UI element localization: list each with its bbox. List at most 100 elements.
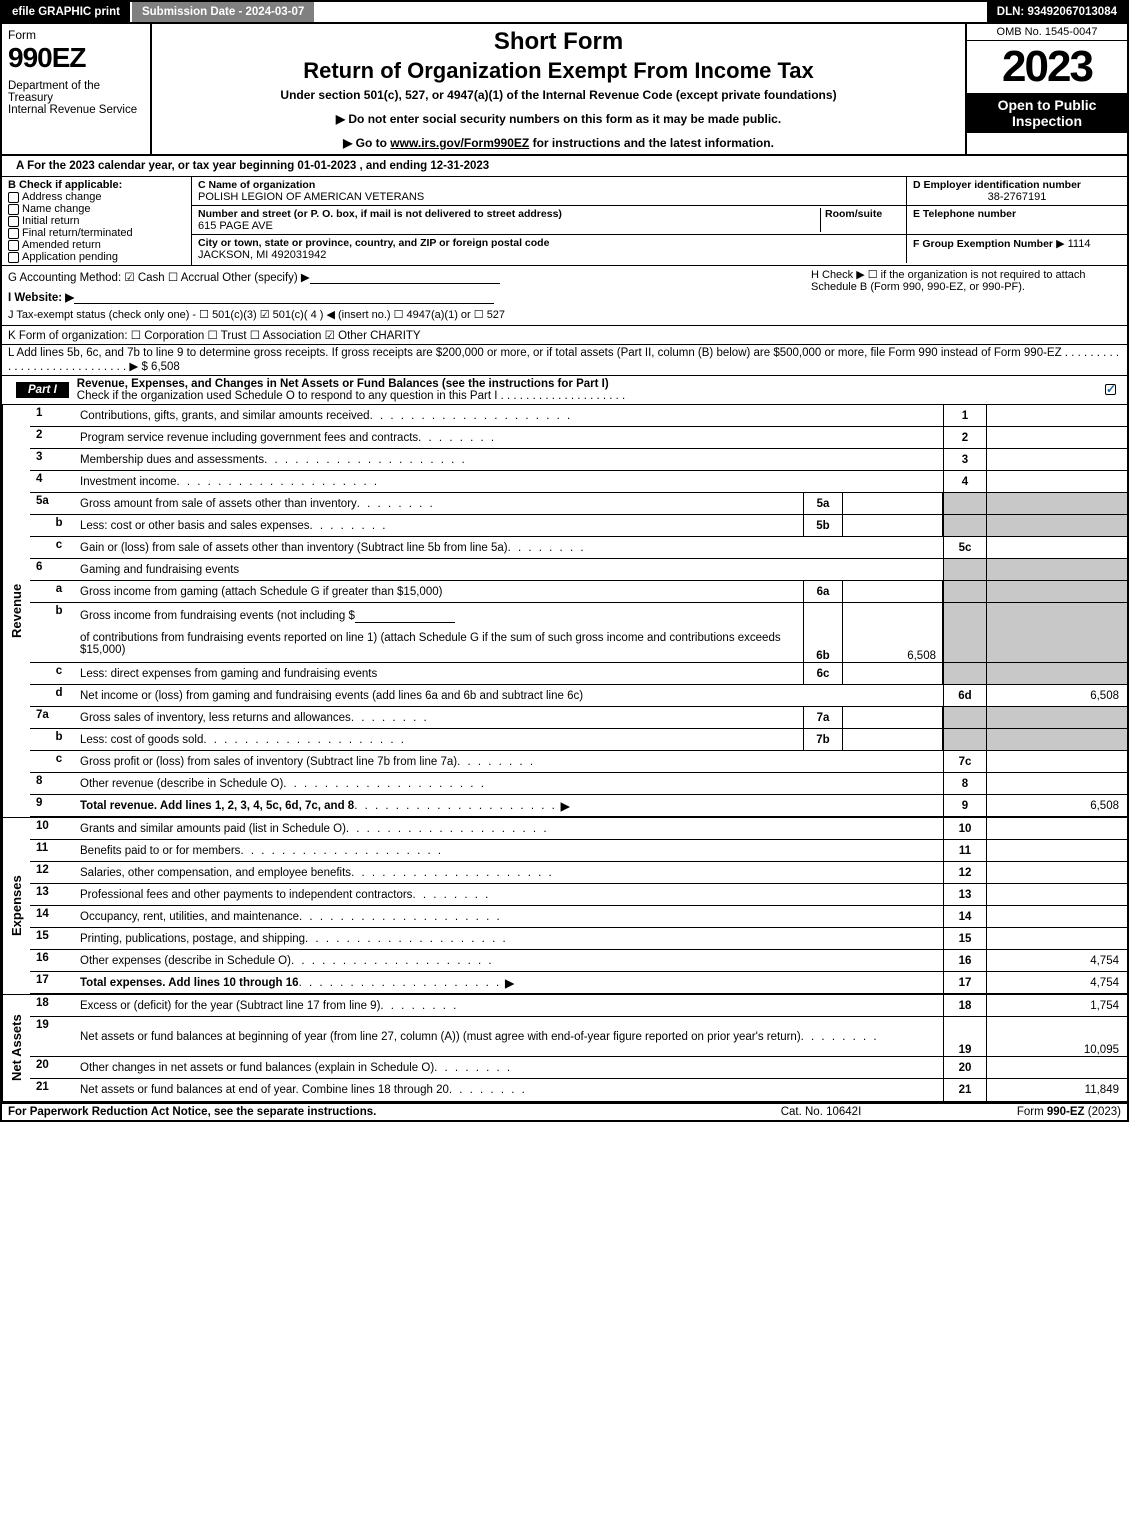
l-row: L Add lines 5b, 6c, and 7b to line 9 to … bbox=[0, 345, 1129, 376]
checkbox-final-return[interactable] bbox=[8, 228, 19, 239]
part1-tab: Part I bbox=[16, 382, 69, 398]
line-9-text: Total revenue. Add lines 1, 2, 3, 4, 5c,… bbox=[80, 800, 354, 812]
spacer bbox=[316, 2, 986, 22]
part1-checkbox-wrap bbox=[1097, 382, 1127, 398]
c-city: City or town, state or province, country… bbox=[192, 235, 907, 263]
public-inspection-badge: Open to Public Inspection bbox=[967, 93, 1127, 133]
line-14: Occupancy, rent, utilities, and maintena… bbox=[76, 906, 943, 927]
revenue-label: Revenue bbox=[2, 405, 30, 817]
b-opt-5: Application pending bbox=[8, 251, 185, 263]
d-label: D Employer identification number bbox=[913, 179, 1121, 191]
line-18: Excess or (deficit) for the year (Subtra… bbox=[76, 995, 943, 1016]
line-9: Total revenue. Add lines 1, 2, 3, 4, 5c,… bbox=[76, 795, 943, 816]
g-text: G Accounting Method: ☑ Cash ☐ Accrual Ot… bbox=[8, 272, 310, 284]
expenses-label: Expenses bbox=[2, 818, 30, 994]
form-title: Return of Organization Exempt From Incom… bbox=[162, 58, 955, 84]
line-20-val bbox=[987, 1057, 1127, 1078]
city-value: JACKSON, MI 492031942 bbox=[198, 249, 900, 261]
line-17-text: Total expenses. Add lines 10 through 16 bbox=[80, 977, 299, 989]
line-10: Grants and similar amounts paid (list in… bbox=[76, 818, 943, 839]
part1-title: Revenue, Expenses, and Changes in Net As… bbox=[69, 376, 1097, 404]
goto-link-line: ▶ Go to www.irs.gov/Form990EZ for instru… bbox=[162, 136, 955, 150]
f-group: F Group Exemption Number ▶ 1114 bbox=[907, 235, 1127, 263]
line-7a: Gross sales of inventory, less returns a… bbox=[76, 707, 803, 728]
line-16: Other expenses (describe in Schedule O) bbox=[76, 950, 943, 971]
line-5a: Gross amount from sale of assets other t… bbox=[76, 493, 803, 514]
section-a: A For the 2023 calendar year, or tax yea… bbox=[0, 156, 1129, 177]
room-label: Room/suite bbox=[825, 208, 900, 220]
b-opt-0-label: Address change bbox=[22, 191, 102, 203]
expenses-lines: 10Grants and similar amounts paid (list … bbox=[30, 818, 1127, 994]
b-opt-0: Address change bbox=[8, 191, 185, 203]
street-value: 615 PAGE AVE bbox=[198, 220, 820, 232]
line-5c-val bbox=[987, 537, 1127, 558]
part1-schedule-o-checkbox[interactable] bbox=[1105, 384, 1116, 395]
line-7a-val bbox=[843, 707, 943, 728]
footer-right-bold: 990-EZ bbox=[1047, 1106, 1085, 1118]
c-street: Number and street (or P. O. box, if mail… bbox=[192, 206, 907, 234]
line-19-text: Net assets or fund balances at beginning… bbox=[80, 1031, 801, 1043]
k-text: K Form of organization: ☐ Corporation ☐ … bbox=[2, 326, 1127, 344]
b-opt-1-label: Name change bbox=[22, 203, 91, 215]
line-6a: Gross income from gaming (attach Schedul… bbox=[76, 581, 803, 602]
line-6b-mid: of contributions from fundraising events… bbox=[80, 632, 799, 656]
part1-header: Part I Revenue, Expenses, and Changes in… bbox=[0, 376, 1129, 405]
checkbox-application-pending[interactable] bbox=[8, 252, 19, 263]
line-19: Net assets or fund balances at beginning… bbox=[76, 1017, 943, 1056]
g-underline bbox=[310, 271, 500, 284]
line-13-val bbox=[987, 884, 1127, 905]
section-cde: C Name of organization POLISH LEGION OF … bbox=[192, 177, 1127, 265]
line-11-val bbox=[987, 840, 1127, 861]
b-opt-2: Initial return bbox=[8, 215, 185, 227]
ghij-block: G Accounting Method: ☑ Cash ☐ Accrual Ot… bbox=[0, 266, 1129, 326]
line-3-val bbox=[987, 449, 1127, 470]
line-1: Contributions, gifts, grants, and simila… bbox=[76, 405, 943, 426]
line-1-val bbox=[987, 405, 1127, 426]
line-20: Other changes in net assets or fund bala… bbox=[76, 1057, 943, 1078]
section-a-text: A For the 2023 calendar year, or tax yea… bbox=[10, 158, 495, 174]
footer-right-post: (2023) bbox=[1085, 1106, 1121, 1118]
line-2-val bbox=[987, 427, 1127, 448]
line-12-val bbox=[987, 862, 1127, 883]
l-text: L Add lines 5b, 6c, and 7b to line 9 to … bbox=[2, 345, 1127, 375]
line-5c: Gain or (loss) from sale of assets other… bbox=[76, 537, 943, 558]
footer-center: Cat. No. 10642I bbox=[721, 1106, 921, 1118]
form-subtitle: Under section 501(c), 527, or 4947(a)(1)… bbox=[162, 88, 955, 102]
netassets-section: Net Assets 18Excess or (deficit) for the… bbox=[0, 994, 1129, 1103]
checkbox-amended-return[interactable] bbox=[8, 240, 19, 251]
checkbox-address-change[interactable] bbox=[8, 192, 19, 203]
k-row: K Form of organization: ☐ Corporation ☐ … bbox=[0, 326, 1129, 345]
org-name: POLISH LEGION OF AMERICAN VETERANS bbox=[198, 191, 900, 203]
bcde-block: B Check if applicable: Address change Na… bbox=[0, 177, 1129, 266]
page-footer: For Paperwork Reduction Act Notice, see … bbox=[0, 1103, 1129, 1122]
line-14-val bbox=[987, 906, 1127, 927]
part1-check-line: Check if the organization used Schedule … bbox=[77, 390, 625, 402]
line-19-val: 10,095 bbox=[987, 1017, 1127, 1056]
line-5b: Less: cost or other basis and sales expe… bbox=[76, 515, 803, 536]
revenue-section: Revenue 1Contributions, gifts, grants, a… bbox=[0, 405, 1129, 817]
line-15-val bbox=[987, 928, 1127, 949]
footer-left: For Paperwork Reduction Act Notice, see … bbox=[8, 1106, 721, 1118]
expenses-section: Expenses 10Grants and similar amounts pa… bbox=[0, 817, 1129, 994]
checkbox-name-change[interactable] bbox=[8, 204, 19, 215]
b-opt-4-label: Amended return bbox=[22, 239, 101, 251]
c-name-label: C Name of organization bbox=[198, 179, 900, 191]
line-7b: Less: cost of goods sold bbox=[76, 729, 803, 750]
line-2: Program service revenue including govern… bbox=[76, 427, 943, 448]
line-5b-val bbox=[843, 515, 943, 536]
line-7c-val bbox=[987, 751, 1127, 772]
line-17-val: 4,754 bbox=[987, 972, 1127, 993]
b-opt-5-label: Application pending bbox=[22, 251, 118, 263]
efile-print-button[interactable]: efile GRAPHIC print bbox=[2, 2, 132, 22]
h-schedule-b: H Check ▶ ☐ if the organization is not r… bbox=[811, 268, 1121, 293]
d-ein: D Employer identification number 38-2767… bbox=[907, 177, 1127, 205]
line-4-val bbox=[987, 471, 1127, 492]
tax-year: 2023 bbox=[967, 41, 1127, 93]
header-right: OMB No. 1545-0047 2023 Open to Public In… bbox=[967, 24, 1127, 154]
checkbox-initial-return[interactable] bbox=[8, 216, 19, 227]
line-10-val bbox=[987, 818, 1127, 839]
e-phone: E Telephone number bbox=[907, 206, 1127, 234]
b-opt-4: Amended return bbox=[8, 239, 185, 251]
irs-link[interactable]: www.irs.gov/Form990EZ bbox=[390, 136, 529, 150]
arrow-icon: ▶ bbox=[501, 976, 518, 990]
